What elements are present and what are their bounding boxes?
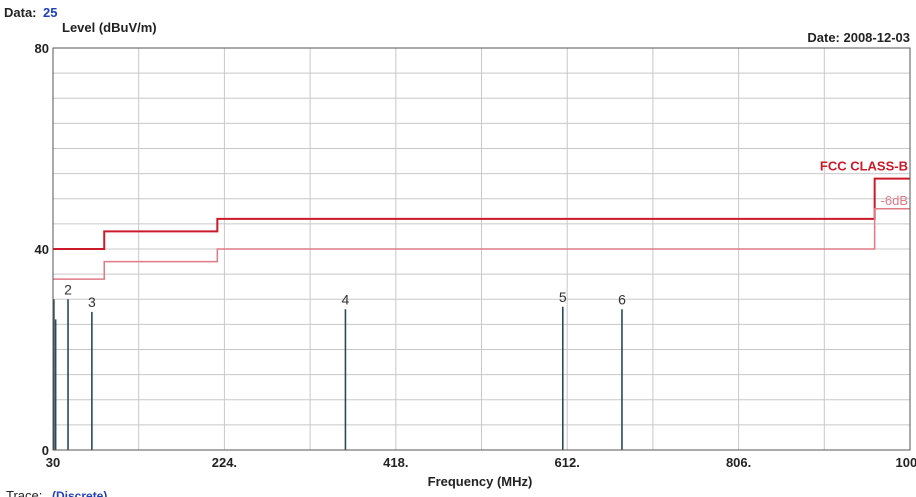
x-tick-label: 418. bbox=[383, 455, 408, 470]
x-tick-label: 806. bbox=[726, 455, 751, 470]
emission-marker-label: 5 bbox=[559, 289, 567, 305]
tick-labels: 30 224. 418. 612. 806. 1000 80 40 0 bbox=[35, 41, 916, 470]
y-axis-label: Level (dBuV/m) bbox=[62, 20, 157, 35]
x-tick-label: 612. bbox=[555, 455, 580, 470]
emission-marker-label: 2 bbox=[64, 281, 72, 297]
limit-label-minus-6db: -6dB bbox=[881, 193, 908, 208]
grid bbox=[53, 48, 910, 450]
y-tick-label: 40 bbox=[35, 242, 49, 257]
date-label: Date: 2008-12-03 bbox=[807, 30, 910, 45]
data-label: Data: bbox=[4, 5, 37, 20]
limit-line-minus-6db bbox=[53, 208, 910, 280]
x-tick-label: 224. bbox=[212, 455, 237, 470]
y-tick-label: 0 bbox=[42, 443, 49, 458]
data-value: 25 bbox=[43, 5, 57, 20]
plot-border bbox=[52, 47, 911, 451]
trace-value: (Discrete) bbox=[52, 489, 107, 497]
limit-line-fcc-class-b bbox=[53, 177, 910, 250]
emission-marker-label: 3 bbox=[88, 294, 96, 310]
emission-peaks: 23 4 5 6 bbox=[53, 281, 626, 450]
x-tick-label: 30 bbox=[46, 455, 60, 470]
plot-frame bbox=[52, 47, 911, 451]
limit-label-fcc-class-b: FCC CLASS-B bbox=[820, 159, 908, 174]
limit-lines: FCC CLASS-B -6dB bbox=[53, 159, 910, 280]
emission-marker-label: 6 bbox=[618, 291, 626, 307]
x-axis-label: Frequency (MHz) bbox=[428, 474, 533, 489]
y-tick-label: 80 bbox=[35, 41, 49, 56]
emission-marker-label: 4 bbox=[342, 291, 350, 307]
x-tick-label: 1000 bbox=[896, 455, 916, 470]
trace-label: Trace: bbox=[6, 488, 42, 497]
